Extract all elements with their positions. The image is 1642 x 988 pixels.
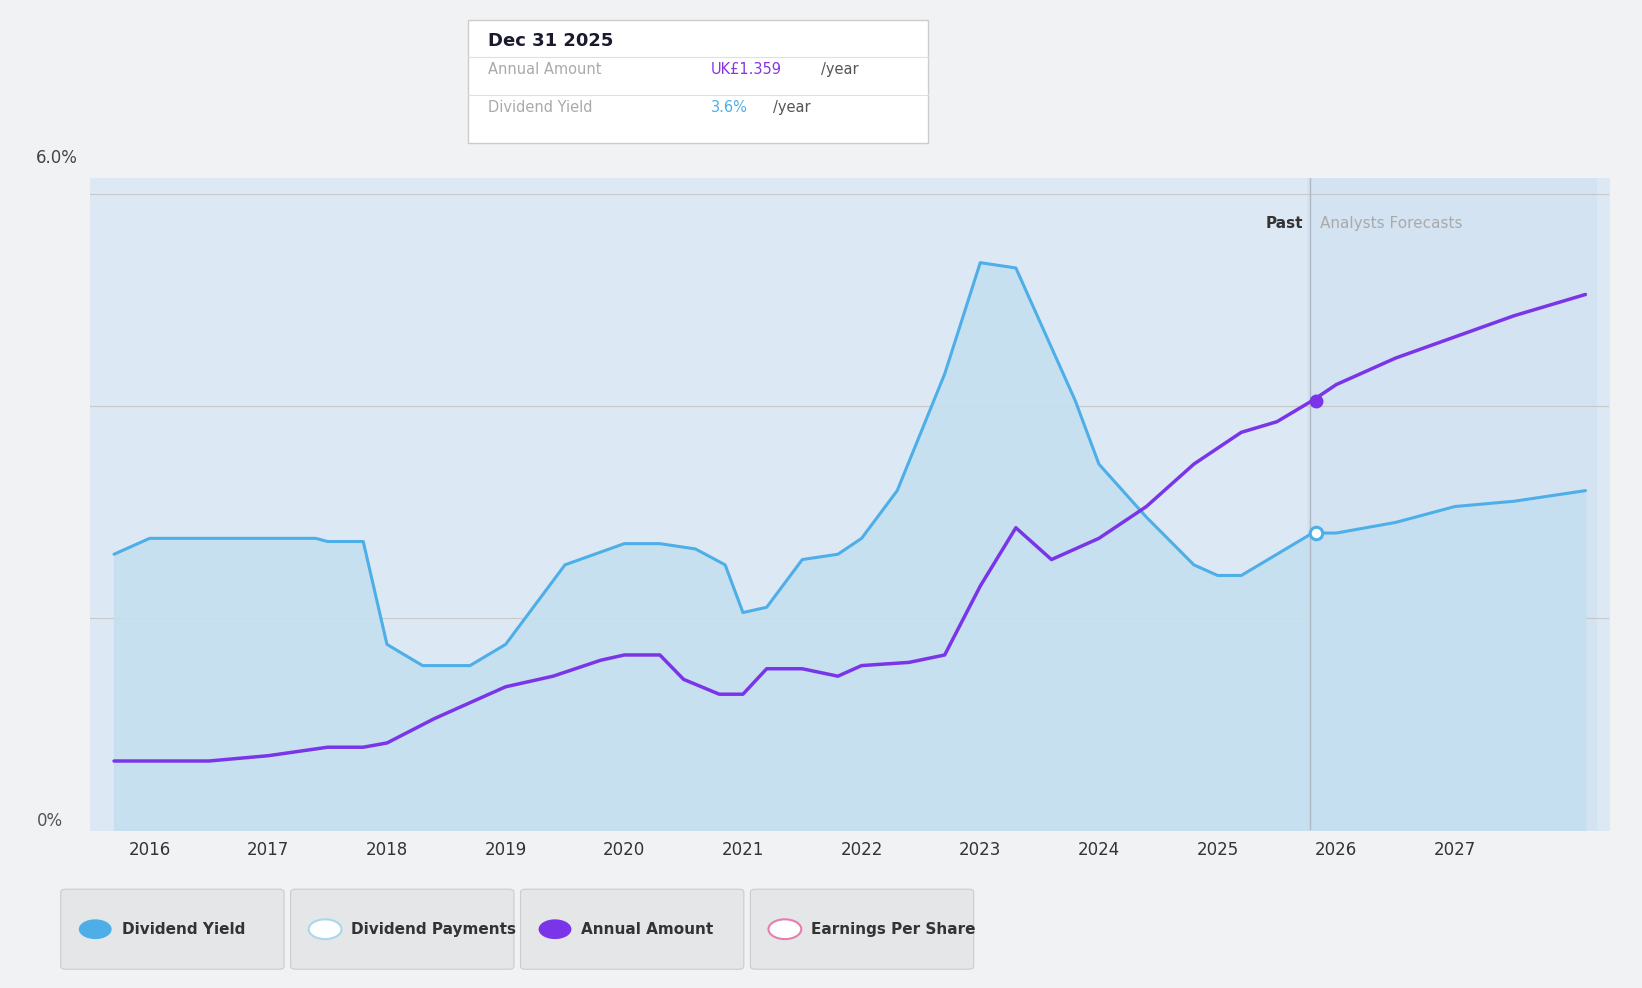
Text: Past: Past	[1266, 216, 1304, 231]
Text: Dividend Payments: Dividend Payments	[351, 922, 516, 937]
Text: Dividend Yield: Dividend Yield	[122, 922, 245, 937]
Text: Earnings Per Share: Earnings Per Share	[811, 922, 975, 937]
Text: Analysts Forecasts: Analysts Forecasts	[1320, 216, 1461, 231]
Text: 6.0%: 6.0%	[36, 149, 79, 167]
Text: /year: /year	[773, 100, 811, 115]
Text: Annual Amount: Annual Amount	[488, 62, 601, 77]
Text: /year: /year	[821, 62, 859, 77]
Text: Annual Amount: Annual Amount	[581, 922, 714, 937]
Text: Dec 31 2025: Dec 31 2025	[488, 32, 612, 49]
Bar	[1307, 178, 1598, 830]
Text: UK£1.359: UK£1.359	[711, 62, 782, 77]
Text: 3.6%: 3.6%	[711, 100, 747, 115]
Text: Dividend Yield: Dividend Yield	[488, 100, 593, 115]
Text: 0%: 0%	[36, 812, 62, 830]
